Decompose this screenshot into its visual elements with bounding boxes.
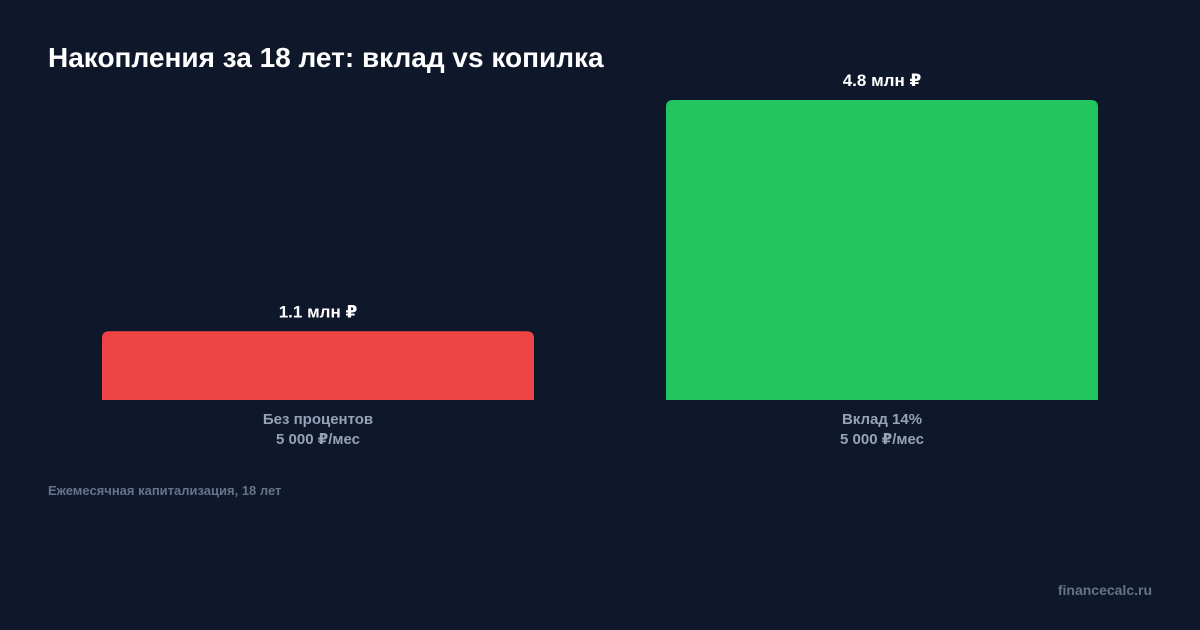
category-label-2-line-1: Вклад 14% <box>842 411 922 428</box>
category-label-1-line-1: Без процентов <box>263 411 373 428</box>
bars-layer: 1.1 млн ₽ Без процентов 5 000 ₽/мес 4.8 млн… <box>102 71 1098 448</box>
bar-value-label-2: 4.8 млн ₽ <box>843 71 922 90</box>
bar-value-label-1: 1.1 млн ₽ <box>279 302 358 321</box>
chart-note: Ежемесячная капитализация, 18 лет <box>48 483 282 498</box>
category-label-1-line-2: 5 000 ₽/мес <box>276 431 360 448</box>
bar-2 <box>666 100 1098 400</box>
bar-1 <box>102 331 534 400</box>
category-label-2-line-2: 5 000 ₽/мес <box>840 431 924 448</box>
chart-title: Накопления за 18 лет: вклад vs копилка <box>48 42 604 73</box>
brand-watermark: financecalc.ru <box>1057 582 1152 598</box>
